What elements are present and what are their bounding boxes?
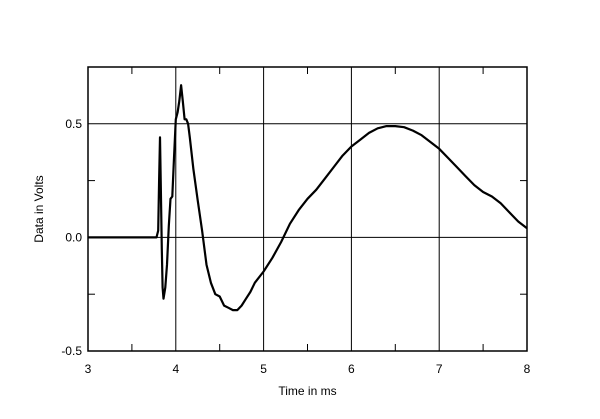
axis-ticks bbox=[88, 67, 527, 351]
y-tick-label: 0.0 bbox=[65, 230, 82, 244]
y-tick-label: 0.5 bbox=[65, 117, 82, 131]
plot-frame bbox=[87, 66, 528, 352]
x-axis-title: Time in ms bbox=[278, 384, 336, 398]
x-tick-label: 5 bbox=[260, 362, 267, 376]
grid-lines bbox=[88, 67, 527, 351]
y-tick-label: -0.5 bbox=[61, 344, 82, 358]
y-tick-labels: -0.5 0.0 0.5 bbox=[61, 117, 82, 358]
x-tick-label: 4 bbox=[172, 362, 179, 376]
x-tick-label: 7 bbox=[436, 362, 443, 376]
x-tick-label: 3 bbox=[85, 362, 92, 376]
y-axis-title: Data in Volts bbox=[32, 175, 46, 242]
series-line bbox=[88, 84, 528, 312]
x-tick-label: 6 bbox=[348, 362, 355, 376]
x-tick-label: 8 bbox=[524, 362, 531, 376]
x-tick-labels: 3 4 5 6 7 8 bbox=[85, 362, 531, 376]
